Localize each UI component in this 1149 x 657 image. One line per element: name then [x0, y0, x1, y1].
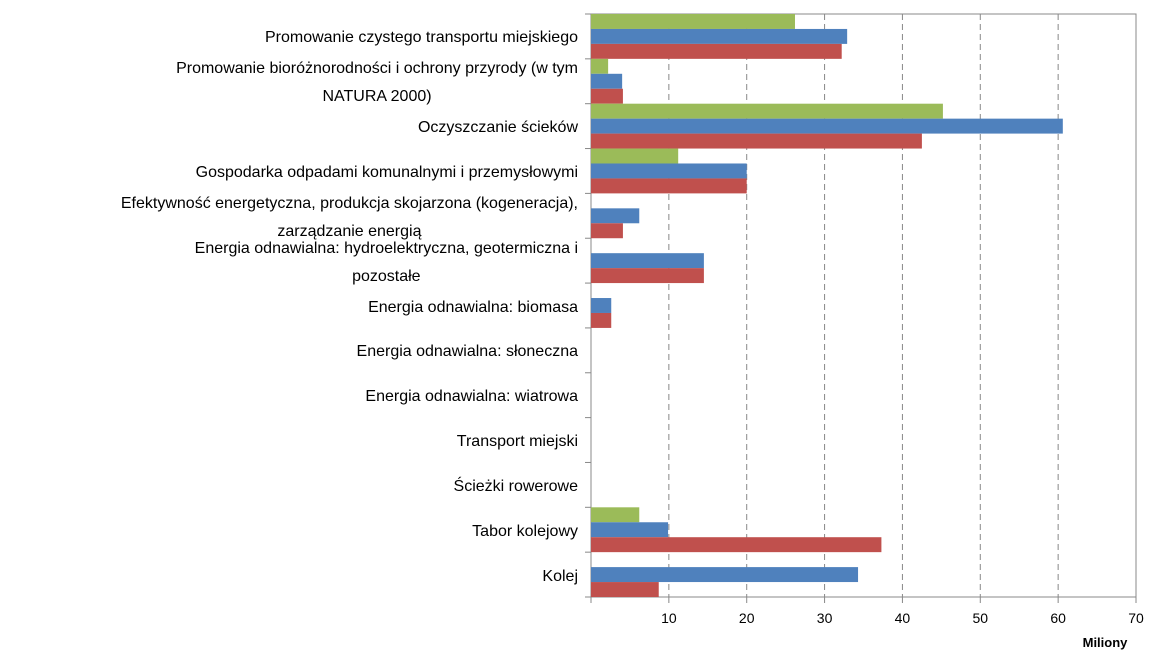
category-label: Tabor kolejowy [472, 522, 578, 540]
bar [591, 148, 679, 164]
x-tick-label: 40 [895, 610, 911, 626]
bar [591, 163, 747, 179]
category-label: Efektywność energetyczna, produkcja skoj… [120, 194, 578, 240]
category-label: Oczyszczanie ścieków [417, 119, 578, 137]
bar [591, 208, 640, 224]
x-tick-label: 50 [972, 610, 988, 626]
x-tick-label: 10 [661, 610, 677, 626]
bar [591, 14, 795, 29]
bar [591, 43, 842, 59]
bar [591, 507, 640, 523]
category-label: Promowanie czystego transportu miejskieg… [264, 29, 578, 47]
bar [591, 133, 922, 149]
category-label: Gospodarka odpadami komunalnymi i przemy… [195, 163, 578, 181]
x-tick-label: 60 [1050, 610, 1066, 626]
category-label: Energia odnawialna: słoneczna [356, 343, 578, 361]
category-label: Promowanie bioróżnorodności i ochrony pr… [176, 60, 578, 106]
bar [591, 103, 943, 119]
bar [591, 178, 747, 194]
x-tick-label: 30 [817, 610, 833, 626]
category-label: Kolej [542, 567, 578, 585]
category-label: Ścieżki rowerowe [453, 477, 578, 495]
bar [591, 537, 882, 553]
bar [591, 567, 859, 583]
category-label: Energia odnawialna: wiatrowa [365, 388, 578, 406]
bar [591, 298, 612, 313]
bar [591, 118, 1063, 134]
bar [591, 28, 848, 44]
bar [591, 73, 623, 89]
bar [591, 253, 704, 269]
category-label: Transport miejski [456, 433, 578, 451]
bar [591, 268, 704, 284]
x-axis-label: Miliony [1083, 635, 1129, 650]
x-tick-label: 20 [739, 610, 755, 626]
bar [591, 582, 659, 597]
x-tick-label: 70 [1128, 610, 1144, 626]
bar [591, 223, 623, 239]
category-label: Energia odnawialna: biomasa [368, 298, 578, 316]
category-label: Energia odnawialna: hydroelektryczna, ge… [194, 239, 578, 285]
bar [591, 58, 609, 74]
plot-frame [590, 13, 1137, 598]
bar [591, 312, 612, 328]
bar [591, 88, 623, 104]
bar [591, 522, 669, 538]
